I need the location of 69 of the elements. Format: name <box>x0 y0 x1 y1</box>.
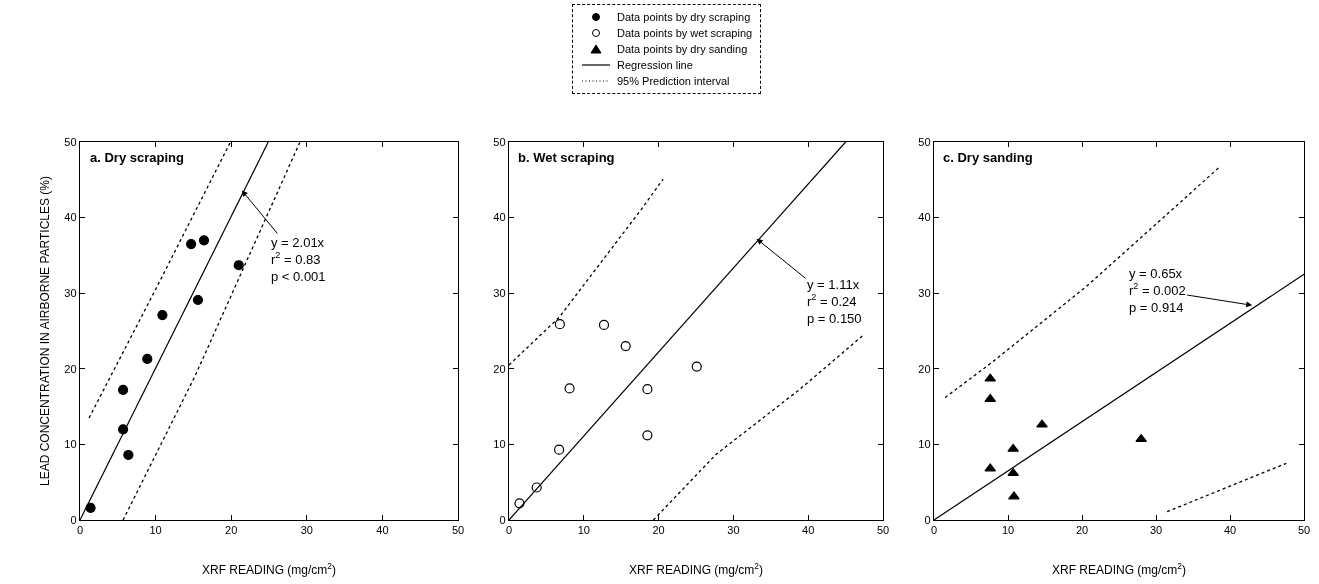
x-tick-label: 10 <box>577 524 590 537</box>
y-tick-label: 10 <box>64 438 77 451</box>
x-tick-label: 30 <box>727 524 740 537</box>
text: a. Dry scraping <box>90 150 184 165</box>
y-tick-label: 0 <box>499 513 506 526</box>
y-tick-label: 30 <box>64 287 77 300</box>
point <box>554 319 565 330</box>
x-tick-label: 30 <box>300 524 313 537</box>
y-axis-title: LEAD CONCENTRATION IN AIRBORNE PARTICLES (%) <box>37 175 52 487</box>
text: c. Dry sanding <box>943 150 1033 165</box>
point <box>157 310 168 321</box>
y-tick-label: 20 <box>493 362 506 375</box>
y-tick-label: 10 <box>918 438 931 451</box>
y-tick-label: 50 <box>493 135 506 148</box>
y-tick-label: 50 <box>64 135 77 148</box>
x-tick-label: 50 <box>1297 524 1311 537</box>
point <box>1007 443 1019 452</box>
point <box>598 319 610 331</box>
y-tick-label: 0 <box>70 513 77 526</box>
point <box>691 361 702 372</box>
x-tick-label: 50 <box>451 524 465 537</box>
point <box>123 449 134 461</box>
point <box>117 384 129 396</box>
y-tick-label: 0 <box>924 513 931 526</box>
y-tick-label: 10 <box>493 438 506 451</box>
x-tick-label: 20 <box>652 524 665 537</box>
line-series <box>944 166 1221 399</box>
x-tick-label: 40 <box>376 524 389 537</box>
text: b. Wet scraping <box>518 150 615 165</box>
x-tick-label: 40 <box>802 524 815 537</box>
y-tick-label: 50 <box>918 135 931 148</box>
text: Data points by wet scraping <box>617 27 753 39</box>
point <box>198 235 210 246</box>
y-tick-label: 30 <box>918 287 931 300</box>
x-tick-label: 30 <box>1149 524 1163 537</box>
y-tick-label: 20 <box>64 362 77 375</box>
y-tick-label: 30 <box>493 287 506 300</box>
x-axis-title: XRF READING (mg/cm$^{2}$) <box>201 561 337 578</box>
point <box>1036 419 1048 428</box>
annotation: y = 2.01x r$^{2}$ = 0.83 p < 0.001 <box>271 235 326 284</box>
y-tick-label: 20 <box>918 362 931 375</box>
legend-label: Data points by dry sanding <box>617 43 748 55</box>
y-tick-label: 40 <box>64 211 77 224</box>
legend-label: 95% Prediction interval <box>617 75 730 87</box>
x-axis-title: XRF READING (mg/cm$^{2}$) <box>1051 561 1187 578</box>
point <box>554 444 565 455</box>
point <box>620 341 631 352</box>
y-tick-label: 40 <box>918 211 931 224</box>
point <box>192 294 204 306</box>
point <box>1008 491 1020 500</box>
point <box>85 502 96 513</box>
annotation: y = 1.11x r$^{2}$ = 0.24 p = 0.150 <box>807 277 862 326</box>
point <box>186 238 197 250</box>
x-tick-label: 20 <box>225 524 238 537</box>
x-tick-label: 10 <box>149 524 162 537</box>
point <box>142 353 153 365</box>
x-axis-title: XRF READING (mg/cm$^{2}$) <box>628 561 764 578</box>
y-tick-label: 40 <box>493 211 506 224</box>
point <box>642 384 653 395</box>
annotation: y = 0.65x r$^{2}$ = 0.002 p = 0.914 <box>1129 266 1186 315</box>
x-tick-label: 50 <box>876 524 890 537</box>
legend-label: Regression line <box>617 59 693 71</box>
point <box>233 260 244 271</box>
point <box>642 430 653 441</box>
legend-label: Data points by dry scraping <box>617 11 751 23</box>
x-tick-label: 10 <box>1001 524 1015 537</box>
x-tick-label: 40 <box>1223 524 1237 537</box>
point <box>564 383 575 394</box>
x-tick-label: 20 <box>1075 524 1089 537</box>
